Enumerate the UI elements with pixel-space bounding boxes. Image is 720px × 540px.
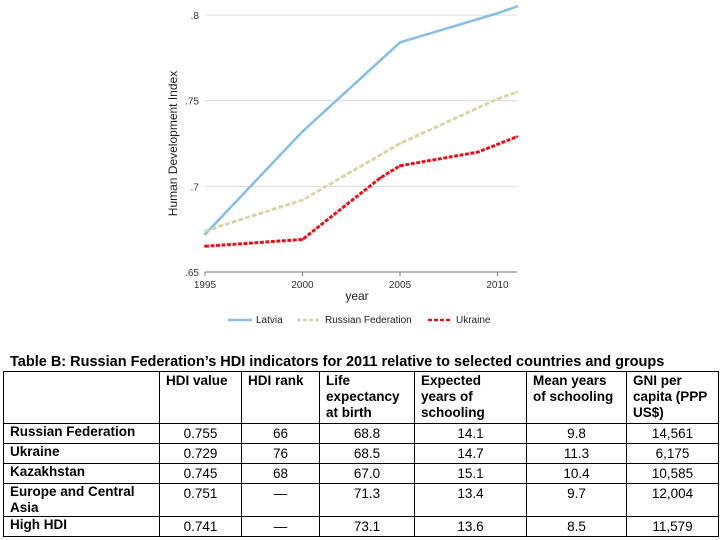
row-label: Russian Federation [3,423,160,444]
table-cell: 13.4 [414,483,527,517]
data-point-russian-federation [301,198,304,202]
table-cell: 6,175 [626,443,719,464]
y-tick-label: .8 [191,11,200,22]
table-cell: 0.755 [159,423,242,444]
hdi-line-chart: .65 .7 .75 .8 1995 2000 2005 2010 year Human Deve… [166,5,519,326]
table-cell: 71.3 [319,483,415,517]
hdi-indicators-table: HDI value HDI rank Life expectancy at birt… [3,371,719,537]
column-header: Mean years of schooling [526,371,627,424]
table-row: High HDI 0.741—73.1 13.6 8.5 11,579 [3,516,719,537]
row-label: Europe and Central Asia [3,483,160,517]
table-title: Table B: Russian Federation’s HDI indica… [10,354,665,370]
column-header: HDI value [159,371,242,424]
table-header-row: HDI value HDI rank Life expectancy at birt… [3,371,719,424]
table-cell: 11,579 [626,516,719,537]
y-tick-label: .7 [191,182,200,193]
data-point-ukraine [203,245,207,248]
x-axis-title: year [345,289,368,303]
table-cell: 0.729 [159,443,242,464]
data-point-ukraine [476,150,480,154]
column-header: GNI per capita (PPP US$) [626,371,719,424]
legend-label-ukraine: Ukraine [456,315,491,326]
y-tick-label: .65 [185,268,199,279]
table-cell: 8.5 [526,516,627,537]
data-point-latvia [398,41,402,44]
table-cell: 66 [241,423,320,444]
column-header: HDI rank [241,371,320,424]
table-cell: — [241,483,320,517]
table-cell: 14,561 [626,423,719,444]
data-point-russian-federation [203,229,207,233]
row-label: High HDI [3,516,160,537]
series-line-latvia [204,5,518,236]
data-point-ukraine [398,164,402,167]
x-tick-label: 2005 [389,280,412,291]
data-point-latvia [515,5,519,8]
table-cell: 14.1 [414,423,527,444]
y-tick-label: .75 [185,97,199,108]
data-point-russian-federation [496,97,499,101]
series-line-ukraine [204,135,518,248]
table-cell: 0.745 [159,463,242,484]
data-point-russian-federation [398,142,402,145]
table-cell: 68.8 [319,423,415,444]
table-cell: 12,004 [626,483,719,517]
legend-label-latvia: Latvia [256,315,283,326]
legend-label-russian-federation: Russian Federation [325,315,412,326]
table-row: Ukraine 0.729 76 68.5 14.7 11.3 6,175 [3,443,719,464]
table-cell: 11.3 [526,443,627,464]
data-point-latvia [496,12,499,15]
table-cell: 13.6 [414,516,527,537]
table-cell: — [241,516,320,537]
column-header: Life expectancy at birth [319,371,415,424]
column-header: Expected years of schooling [414,371,527,424]
table-cell: 67.0 [319,463,415,484]
table-cell: 10.4 [526,463,627,484]
table-cell: 73.1 [319,516,415,537]
data-point-ukraine [379,176,382,179]
table-cell: 68.5 [319,443,415,464]
table-cell: 68 [241,463,320,484]
x-tick-label: 1995 [194,280,217,291]
x-tick-label: 2000 [291,280,314,291]
data-point-russian-federation [515,90,519,94]
table-cell: 14.7 [414,443,527,464]
table-cell: 76 [241,443,320,464]
data-point-ukraine [301,238,304,241]
table-row: Kazakhstan 0.745 68 67.0 15.1 10.4 10,585 [3,463,719,484]
table-cell: 0.741 [159,516,242,537]
table-row: Europe and Central Asia 0.751—71.3 13.4 9.7… [3,483,719,517]
table-cell: 9.8 [526,423,627,444]
table-cell: 9.7 [526,483,627,517]
data-point-latvia [203,233,207,236]
series-line-russian-federation [204,90,518,233]
row-label: Ukraine [3,443,160,464]
table-cell: 10,585 [626,463,719,484]
table-cell: 0.751 [159,483,242,517]
column-header [3,371,160,424]
x-tick-label: 2010 [486,280,509,291]
data-point-latvia [301,130,304,133]
table-cell: 15.1 [414,463,527,484]
table-row: Russian Federation 0.755 66 68.8 14.1 9.8 14,5… [3,423,719,444]
y-axis-title: Human Development Index [166,71,180,216]
data-point-ukraine [515,135,519,138]
row-label: Kazakhstan [3,463,160,484]
